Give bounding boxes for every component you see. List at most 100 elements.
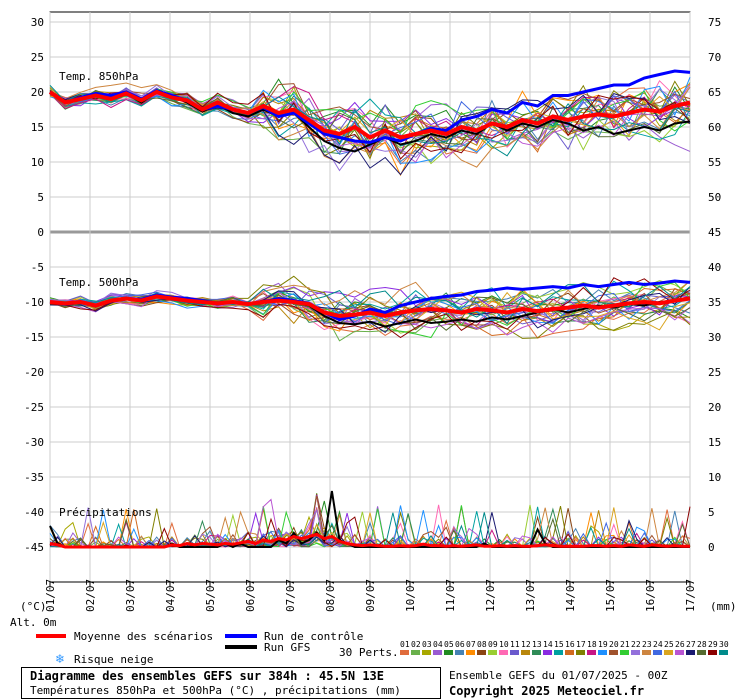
pert-number: 10	[499, 640, 509, 649]
pert-number: 11	[510, 640, 520, 649]
pert-swatch	[675, 650, 684, 655]
left-tick-label: 5	[37, 191, 44, 204]
left-tick-label: 15	[31, 121, 44, 134]
pert-number: 26	[675, 640, 685, 649]
altitude-label: Alt. 0m	[10, 616, 57, 629]
right-tick-label: 15	[708, 436, 721, 449]
right-tick-label: 40	[708, 261, 721, 274]
legend-label-control: Run de contrôle	[264, 630, 363, 643]
main-series-lines	[48, 69, 691, 549]
pert-swatch	[565, 650, 574, 655]
pert-swatch	[532, 650, 541, 655]
x-tick-label: 07/07	[284, 579, 297, 612]
pert-number: 12	[521, 640, 531, 649]
left-axis-unit: (°C)	[20, 600, 47, 613]
pert-number: 04	[433, 640, 443, 649]
left-tick-label: 25	[31, 51, 44, 64]
perturbation-line-850	[49, 84, 691, 163]
pert-swatch	[576, 650, 585, 655]
title-box	[21, 667, 441, 699]
panel-label-500: Temp. 500hPa	[59, 276, 138, 289]
x-tick-label: 06/07	[244, 579, 257, 612]
mean-500-line	[49, 294, 691, 319]
pert-swatch	[521, 650, 530, 655]
pert-swatch	[653, 650, 662, 655]
perturbation-line-precip	[49, 510, 691, 548]
x-tick-label: 12/07	[484, 579, 497, 612]
pert-swatch	[631, 650, 640, 655]
pert-number: 22	[631, 640, 641, 649]
pert-swatch	[554, 650, 563, 655]
pert-number: 21	[620, 640, 630, 649]
chart-subtitle: Températures 850hPa et 500hPa (°C) , pré…	[30, 684, 401, 697]
legend-label-perts: 30 Perts.	[339, 646, 399, 659]
pert-number: 14	[543, 640, 553, 649]
left-tick-label: -15	[24, 331, 44, 344]
legend-label-snow: Risque neige	[74, 653, 153, 666]
snowflake-icon: ❄	[55, 652, 65, 666]
panel-label-850: Temp. 850hPa	[59, 70, 138, 83]
pert-swatch	[543, 650, 552, 655]
pert-swatch	[708, 650, 717, 655]
left-tick-label: -30	[24, 436, 44, 449]
pert-swatch	[422, 650, 431, 655]
right-tick-label: 10	[708, 471, 721, 484]
pert-swatch	[444, 650, 453, 655]
pert-swatch	[642, 650, 651, 655]
x-tick-label: 11/07	[444, 579, 457, 612]
pert-number: 29	[708, 640, 718, 649]
pert-number: 05	[444, 640, 454, 649]
pert-number: 19	[598, 640, 608, 649]
mean-850-line	[48, 89, 691, 140]
x-tick-label: 03/07	[124, 579, 137, 612]
legend-label-gfs: Run GFS	[264, 641, 310, 654]
pert-number: 18	[587, 640, 597, 649]
right-tick-label: 30	[708, 331, 721, 344]
pert-number: 20	[609, 640, 619, 649]
pert-swatch	[466, 650, 475, 655]
x-tick-label: 15/07	[604, 579, 617, 612]
left-tick-label: -20	[24, 366, 44, 379]
right-tick-label: 55	[708, 156, 721, 169]
pert-number: 09	[488, 640, 498, 649]
pert-number: 02	[411, 640, 421, 649]
x-tick-label: 14/07	[564, 579, 577, 612]
left-tick-label: -10	[24, 296, 44, 309]
right-tick-label: 35	[708, 296, 721, 309]
x-tick-label: 02/07	[84, 579, 97, 612]
x-tick-label: 04/07	[164, 579, 177, 612]
panel-label-precip: Précipitations	[59, 506, 152, 519]
right-tick-label: 60	[708, 121, 721, 134]
pert-swatch	[664, 650, 673, 655]
left-tick-label: -5	[31, 261, 44, 274]
x-tick-label: 10/07	[404, 579, 417, 612]
pert-swatch	[477, 650, 486, 655]
left-tick-label: -35	[24, 471, 44, 484]
pert-swatch	[620, 650, 629, 655]
right-tick-label: 20	[708, 401, 721, 414]
pert-number: 08	[477, 640, 487, 649]
x-tick-label: 16/07	[644, 579, 657, 612]
chart-legend: Moyenne des scénarios Run de contrôleRun …	[36, 630, 729, 666]
left-tick-label: 0	[37, 226, 44, 239]
pert-swatch	[488, 650, 497, 655]
pert-number: 03	[422, 640, 432, 649]
x-tick-label: 13/07	[524, 579, 537, 612]
x-tick-label: 05/07	[204, 579, 217, 612]
right-tick-label: 70	[708, 51, 721, 64]
right-axis-unit: (mm)	[710, 600, 737, 613]
pert-swatch	[455, 650, 464, 655]
pert-number: 01	[400, 640, 410, 649]
left-tick-label: -40	[24, 506, 44, 519]
pert-swatch	[433, 650, 442, 655]
pert-swatch	[609, 650, 618, 655]
legend-label-mean: Moyenne des scénarios	[74, 630, 213, 643]
run-info: Ensemble GEFS du 01/07/2025 - 00Z	[449, 669, 668, 682]
pert-swatch	[697, 650, 706, 655]
right-tick-label: 0	[708, 541, 715, 554]
x-tick-label: 17/07	[684, 579, 697, 612]
pert-number: 24	[653, 640, 663, 649]
pert-number: 17	[576, 640, 586, 649]
